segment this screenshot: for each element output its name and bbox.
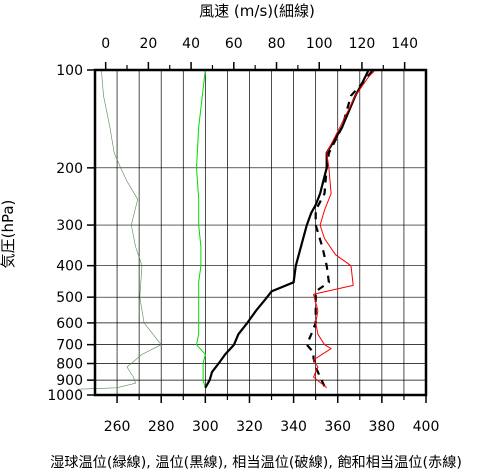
x-tick-label: 280 (148, 419, 175, 435)
x-tick-label: 340 (280, 419, 307, 435)
x-tick-label: 300 (192, 419, 219, 435)
plot-frame (93, 68, 428, 397)
y-tick-label: 700 (56, 338, 83, 354)
grid (87, 62, 427, 403)
x-tick-label: 400 (413, 419, 440, 435)
y-tick-label: 200 (56, 161, 83, 177)
top-axis-label: 風速 (m/s)(細線) (199, 2, 315, 20)
y-tick-label: 400 (56, 259, 83, 275)
y-tick-label: 900 (56, 373, 83, 389)
wet-bulb-theta-line (196, 69, 206, 388)
y-tick-label: 500 (56, 290, 83, 306)
x-top-tick-label: 140 (391, 36, 418, 52)
x-top-tick-label: 120 (349, 36, 376, 52)
x-tick-label: 320 (236, 419, 263, 435)
x-top-tick-label: 20 (139, 36, 157, 52)
y-tick-label: 1000 (47, 388, 83, 404)
theta-line (204, 69, 370, 389)
x-top-tick-label: 0 (101, 36, 110, 52)
theta-e-line (305, 69, 374, 387)
theta-es-line (313, 69, 376, 389)
y-tick-label: 300 (56, 218, 83, 234)
series-layer (77, 69, 376, 390)
x-top-tick-label: 40 (182, 36, 200, 52)
x-top-tick-label: 80 (268, 36, 286, 52)
x-top-tick-label: 60 (225, 36, 243, 52)
wind-speed-line (77, 69, 162, 390)
y-axis-label: 気圧(hPa) (0, 200, 17, 269)
bottom-axis-label: 湿球温位(緑線), 温位(黒線), 相当温位(破線), 飽和相当温位(赤線) (50, 454, 462, 471)
x-top-tick-label: 100 (306, 36, 333, 52)
x-tick-label: 380 (368, 419, 395, 435)
x-tick-label: 360 (324, 419, 351, 435)
x-tick-label: 260 (104, 419, 131, 435)
y-tick-label: 800 (56, 357, 83, 373)
y-tick-label: 100 (56, 63, 83, 79)
y-tick-label: 600 (56, 316, 83, 332)
